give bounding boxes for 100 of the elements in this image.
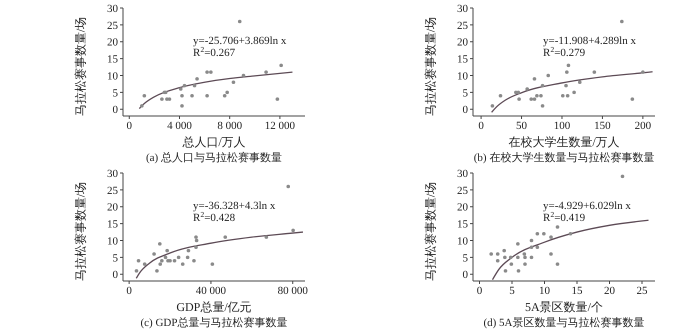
text: (a) 总人口与马拉松赛事数量 bbox=[145, 150, 283, 165]
y-tick-label: 15 bbox=[457, 218, 468, 230]
y-tick-label: 5 bbox=[462, 87, 468, 100]
point bbox=[503, 255, 507, 259]
point bbox=[532, 97, 536, 101]
y-tick-label: 25 bbox=[457, 184, 468, 196]
y-tick-label: 10 bbox=[457, 234, 468, 247]
y-tick-label: 20 bbox=[107, 36, 118, 49]
point bbox=[566, 94, 570, 98]
point bbox=[490, 104, 494, 108]
y-axis-title: 马拉松赛事数量/场 bbox=[422, 16, 438, 118]
x-tick-label: 10 bbox=[539, 284, 550, 296]
point bbox=[564, 84, 568, 88]
point bbox=[158, 242, 162, 246]
point bbox=[165, 248, 169, 252]
y-tick-label: 10 bbox=[457, 70, 468, 82]
y-tick-label: 0 bbox=[112, 268, 118, 281]
y-tick-label: 25 bbox=[457, 20, 468, 32]
point bbox=[194, 238, 198, 242]
point bbox=[546, 74, 550, 78]
y-tick-label: 5 bbox=[112, 87, 118, 100]
y-tick-label: 25 bbox=[107, 20, 118, 32]
point bbox=[530, 238, 534, 242]
point bbox=[158, 262, 162, 266]
y-tick-label: 15 bbox=[107, 218, 118, 230]
x-axis-title: GDP总量/亿元 bbox=[175, 298, 253, 316]
y-tick-label: 5 bbox=[462, 252, 468, 264]
point bbox=[164, 255, 168, 259]
y-axis-title: 马拉松赛事数量/场 bbox=[422, 180, 438, 283]
point bbox=[223, 234, 228, 238]
point bbox=[238, 20, 242, 24]
point bbox=[529, 97, 534, 101]
annotation: y=-11.908+4.289ln x bbox=[543, 35, 636, 47]
text: (c) GDP总量与马拉松赛事数量 bbox=[140, 316, 288, 329]
point bbox=[566, 64, 570, 68]
point bbox=[496, 252, 500, 256]
point bbox=[525, 87, 529, 91]
point bbox=[279, 64, 283, 68]
point bbox=[142, 94, 146, 98]
point bbox=[134, 268, 138, 272]
y-tick-label: 30 bbox=[107, 2, 118, 15]
point bbox=[210, 262, 214, 266]
point bbox=[489, 252, 493, 256]
point bbox=[176, 255, 180, 259]
x-tick-label: 15 bbox=[572, 284, 583, 296]
y-tick-label: 20 bbox=[107, 201, 118, 214]
x-tick-label: 100 bbox=[554, 120, 571, 132]
point bbox=[539, 94, 543, 98]
y-tick-label: 30 bbox=[107, 167, 118, 180]
point bbox=[205, 94, 209, 98]
y-axis-title: 马拉松赛事数量/场 bbox=[72, 16, 88, 118]
x-tick-label: 25 bbox=[636, 284, 648, 296]
point bbox=[592, 70, 596, 74]
y-tick-label: 0 bbox=[462, 104, 468, 116]
line-series bbox=[490, 71, 654, 113]
x-tick-label: 8 000 bbox=[217, 120, 243, 132]
point bbox=[142, 262, 146, 266]
point bbox=[205, 70, 209, 74]
point bbox=[225, 90, 229, 94]
point bbox=[641, 70, 645, 74]
x-tick-label: 50 bbox=[516, 120, 528, 132]
point bbox=[523, 255, 527, 259]
point bbox=[516, 242, 520, 246]
y-tick-label: 10 bbox=[107, 234, 118, 247]
line-series bbox=[138, 71, 294, 110]
point bbox=[504, 268, 508, 272]
y-tick-label: 25 bbox=[107, 184, 118, 196]
y-tick-label: 0 bbox=[462, 268, 468, 281]
point bbox=[556, 262, 560, 266]
point bbox=[510, 262, 514, 266]
point bbox=[186, 248, 190, 252]
point bbox=[242, 74, 246, 78]
y-tick-label: 15 bbox=[457, 54, 468, 66]
y-tick-label: 15 bbox=[107, 54, 118, 66]
annotation: y=-25.706+3.869ln x bbox=[193, 35, 287, 47]
point bbox=[276, 97, 280, 101]
point bbox=[232, 80, 236, 84]
point bbox=[498, 94, 502, 98]
point bbox=[516, 90, 520, 94]
x-tick-label: 0 bbox=[126, 120, 133, 132]
annotation: y=-36.328+4.3ln x bbox=[193, 200, 276, 212]
point bbox=[222, 94, 226, 98]
y-tick-label: 0 bbox=[112, 104, 118, 116]
point bbox=[264, 70, 268, 74]
x-tick-label: 150 bbox=[594, 120, 612, 132]
point bbox=[180, 262, 185, 266]
y-tick-label: 20 bbox=[457, 201, 468, 214]
point bbox=[532, 77, 536, 81]
x-tick-label: 12 000 bbox=[264, 120, 296, 132]
point bbox=[291, 228, 295, 232]
text: (d) 5A景区数量与马拉松赛事数量 bbox=[482, 316, 646, 329]
point bbox=[190, 94, 194, 98]
y-tick-label: 5 bbox=[112, 252, 118, 264]
point bbox=[195, 77, 199, 81]
point bbox=[209, 70, 213, 74]
point bbox=[160, 97, 164, 101]
point bbox=[535, 94, 539, 98]
point bbox=[182, 84, 186, 88]
text: (b) 在校大学生数量与马拉松赛事数量 bbox=[473, 150, 655, 165]
x-axis-title: 在校大学生数量/万人 bbox=[507, 134, 621, 151]
